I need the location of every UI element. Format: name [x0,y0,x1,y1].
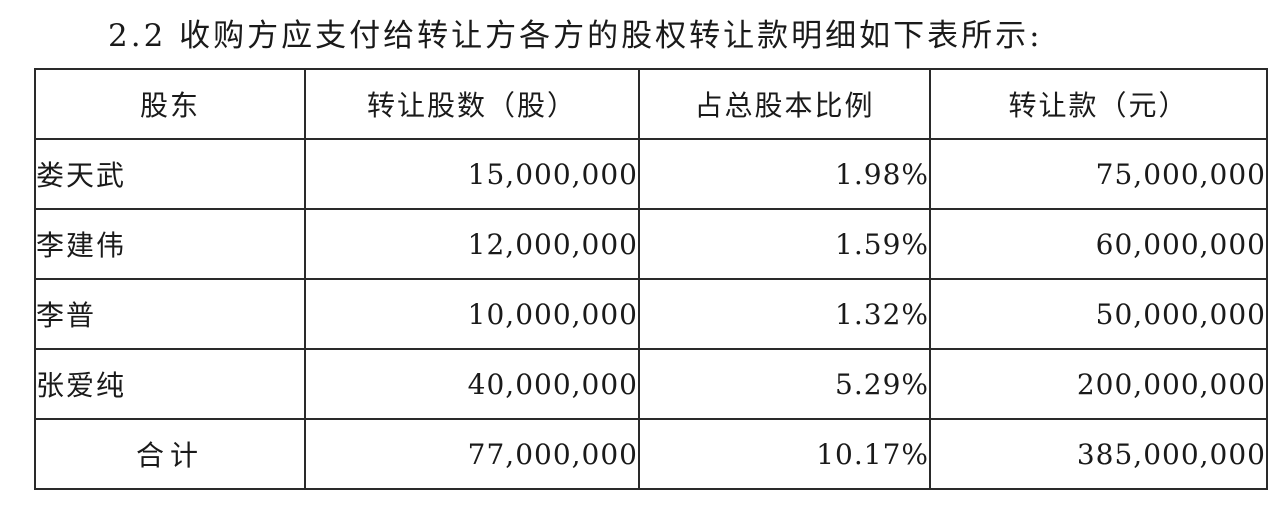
section-heading: 2.2 收购方应支付给转让方各方的股权转让款明细如下表所示: [108,18,1043,54]
total-label-cell: 合计 [34,418,306,490]
shares-cell: 10,000,000 [304,278,640,350]
shareholder-cell: 李普 [34,278,306,350]
table-row: 张爱纯 40,000,000 5.29% 200,000,000 [34,348,1268,420]
amount-cell: 200,000,000 [929,348,1268,420]
ratio-cell: 1.32% [638,278,931,350]
amount-cell: 50,000,000 [929,278,1268,350]
table-header-row: 股东 转让股数（股） 占总股本比例 转让款（元） [34,68,1268,140]
shareholder-cell: 李建伟 [34,208,306,280]
ratio-cell: 1.98% [638,138,931,210]
total-amount-cell: 385,000,000 [929,418,1268,490]
shares-cell: 40,000,000 [304,348,640,420]
shareholder-cell: 张爱纯 [34,348,306,420]
header-transfer-amount: 转让款（元） [929,68,1268,140]
shareholder-cell: 娄天武 [34,138,306,210]
header-transfer-shares: 转让股数（股） [304,68,640,140]
total-shares-cell: 77,000,000 [304,418,640,490]
amount-cell: 60,000,000 [929,208,1268,280]
amount-cell: 75,000,000 [929,138,1268,210]
equity-transfer-table: 股东 转让股数（股） 占总股本比例 转让款（元） 娄天武 15,000,000 … [34,68,1268,490]
shares-cell: 15,000,000 [304,138,640,210]
total-ratio-cell: 10.17% [638,418,931,490]
table-total-row: 合计 77,000,000 10.17% 385,000,000 [34,418,1268,490]
table-row: 李普 10,000,000 1.32% 50,000,000 [34,278,1268,350]
header-share-ratio: 占总股本比例 [638,68,931,140]
ratio-cell: 1.59% [638,208,931,280]
shares-cell: 12,000,000 [304,208,640,280]
table-row: 娄天武 15,000,000 1.98% 75,000,000 [34,138,1268,210]
header-shareholder: 股东 [34,68,306,140]
table-row: 李建伟 12,000,000 1.59% 60,000,000 [34,208,1268,280]
ratio-cell: 5.29% [638,348,931,420]
